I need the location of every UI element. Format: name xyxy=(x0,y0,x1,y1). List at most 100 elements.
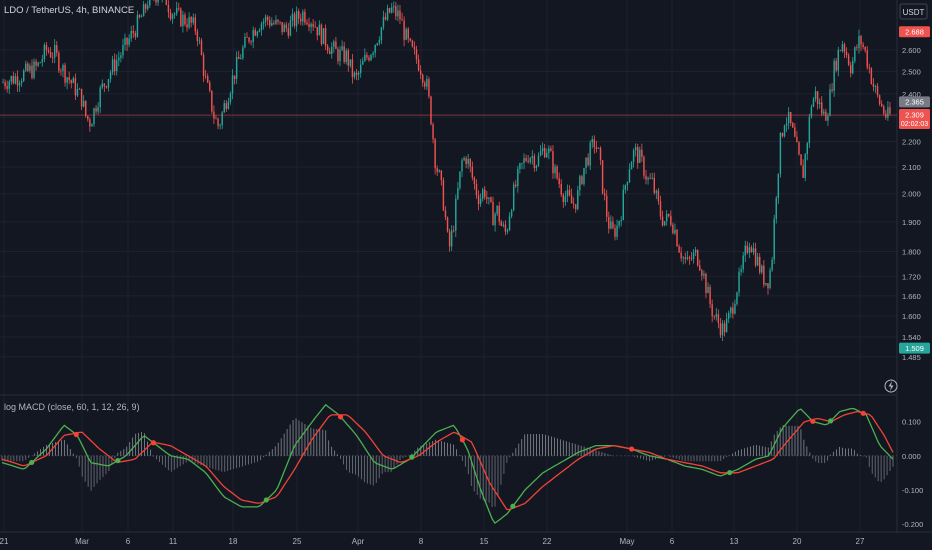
candle-body xyxy=(810,106,813,117)
candle-body xyxy=(122,44,124,56)
candle-body xyxy=(730,307,732,313)
candle-body xyxy=(318,24,321,36)
candle-body xyxy=(322,28,325,45)
candle-body xyxy=(134,32,137,37)
candle-body xyxy=(47,50,50,53)
candle-body xyxy=(169,12,172,19)
candle-body xyxy=(705,273,707,294)
candle-body xyxy=(461,160,463,172)
candle-body xyxy=(860,36,862,45)
candle-body xyxy=(533,156,536,169)
macd-cross-dot xyxy=(629,446,635,452)
candle-body xyxy=(393,6,395,8)
macd-tick-label: 0.000 xyxy=(902,452,921,461)
candle-body xyxy=(175,7,178,14)
candle-body xyxy=(823,111,825,114)
candle-body xyxy=(372,52,374,55)
candle-body xyxy=(370,54,372,61)
candle-body xyxy=(508,216,511,231)
price-candles xyxy=(2,0,891,342)
candle-body xyxy=(353,72,356,78)
candle-body xyxy=(167,4,170,13)
candle-body xyxy=(155,0,157,3)
candle-body xyxy=(490,197,492,202)
candle-body xyxy=(192,17,194,23)
candle-body xyxy=(870,68,873,84)
candle-body xyxy=(339,49,341,62)
candle-body xyxy=(31,65,33,78)
candle-body xyxy=(419,70,422,75)
candle-body xyxy=(200,40,203,55)
time-tick-label: 20 xyxy=(793,537,802,546)
candle-body xyxy=(781,133,784,137)
candle-body xyxy=(35,61,37,66)
candle-body xyxy=(345,50,347,62)
candle-body xyxy=(235,57,238,79)
candle-body xyxy=(696,249,699,266)
candle-body xyxy=(839,50,842,52)
candle-body xyxy=(717,314,720,324)
candle-body xyxy=(537,155,540,166)
candle-body xyxy=(188,16,190,28)
macd-cross-dot xyxy=(810,418,816,424)
lightning-icon[interactable] xyxy=(884,379,898,393)
candle-body xyxy=(492,201,494,226)
candle-body xyxy=(802,165,804,178)
candle-body xyxy=(862,44,864,47)
currency-button[interactable] xyxy=(899,3,928,20)
candle-body xyxy=(699,265,701,271)
time-axis[interactable]: 21 Mar 6 11 18 25 Apr 8 15 22 May 6 13 20 27 xyxy=(0,537,865,546)
candle-body xyxy=(771,259,773,270)
macd-title[interactable]: log MACD (close, 60, 1, 12, 26, 9) xyxy=(4,402,140,412)
candle-body xyxy=(277,19,279,22)
candle-body xyxy=(477,195,480,205)
candle-body xyxy=(384,16,387,20)
candle-body xyxy=(80,88,83,107)
candle-body xyxy=(252,29,254,43)
candle-body xyxy=(16,76,19,86)
candle-body xyxy=(285,24,287,29)
candle-body xyxy=(124,37,126,45)
candle-body xyxy=(657,190,660,202)
time-tick-label: 6 xyxy=(126,537,131,546)
candle-body xyxy=(93,108,95,125)
candle-body xyxy=(663,221,666,226)
candle-body xyxy=(785,123,788,126)
candle-body xyxy=(250,41,252,43)
candle-body xyxy=(417,59,420,71)
macd-axis[interactable]: 0.100 0.000 -0.100 -0.200 xyxy=(902,418,923,529)
candle-body xyxy=(684,257,687,259)
time-tick-label: 13 xyxy=(730,537,739,546)
candle-body xyxy=(426,79,428,87)
candle-body xyxy=(634,147,637,151)
candle-body xyxy=(275,19,277,24)
candle-body xyxy=(876,86,879,96)
candle-body xyxy=(411,40,414,47)
candle-body xyxy=(852,60,854,74)
symbol-title[interactable]: LDO / TetherUS, 4h, BINANCE xyxy=(4,5,134,16)
candle-body xyxy=(8,81,10,89)
candle-body xyxy=(66,77,68,83)
candle-body xyxy=(500,221,503,226)
time-tick-label: 8 xyxy=(419,537,424,546)
candle-body xyxy=(399,10,401,20)
candle-body xyxy=(512,184,515,211)
macd-cross-dot xyxy=(29,459,35,466)
candle-body xyxy=(196,31,199,41)
candle-body xyxy=(242,47,244,59)
candle-body xyxy=(525,158,527,161)
candle-body xyxy=(674,229,676,234)
candle-body xyxy=(85,100,87,116)
candle-body xyxy=(775,198,777,219)
candle-body xyxy=(651,177,653,179)
candle-body xyxy=(118,57,120,61)
candle-body xyxy=(244,36,246,48)
candle-body xyxy=(95,108,97,112)
candle-body xyxy=(727,312,730,319)
signal-line xyxy=(1,410,894,511)
candle-body xyxy=(337,48,339,62)
candle-body xyxy=(223,103,225,113)
currency-button-label[interactable]: USDT xyxy=(903,8,925,17)
